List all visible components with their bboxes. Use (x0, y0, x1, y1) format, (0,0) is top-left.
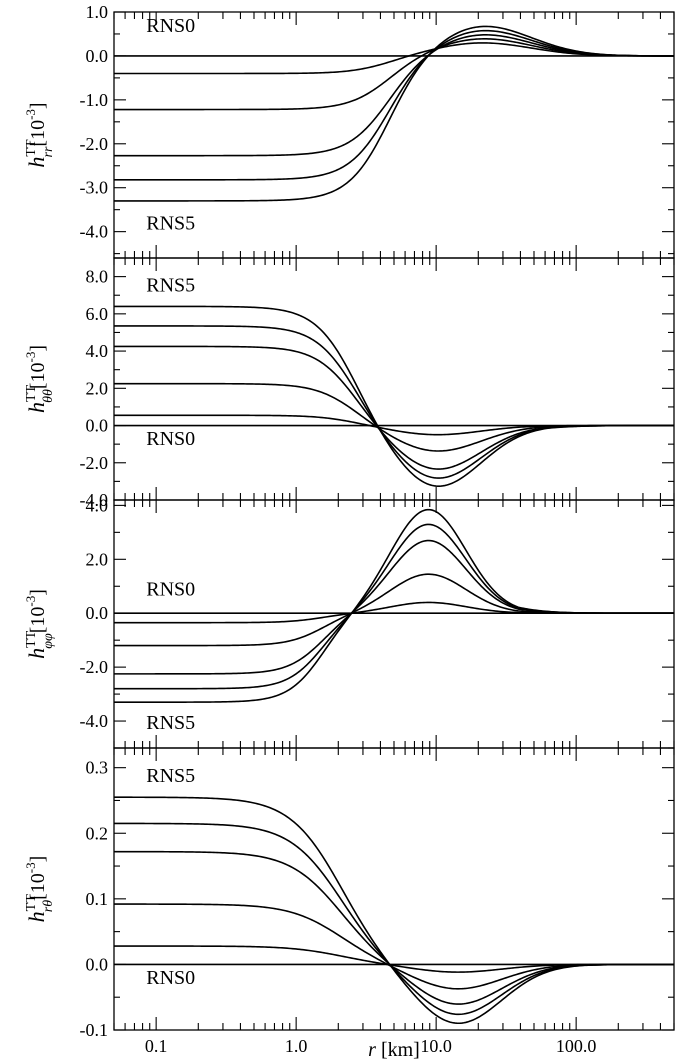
y-tick-label: 0.0 (86, 603, 109, 623)
y-tick-label: -3.0 (80, 178, 109, 198)
y-tick-label: -4.0 (80, 222, 109, 242)
y-tick-label: -2.0 (80, 134, 109, 154)
y-tick-label: -4.0 (80, 711, 109, 731)
y-tick-label: 0.0 (86, 416, 109, 436)
y-tick-label: 0.0 (86, 46, 109, 66)
panel-hrr: -4.0 -3.0 -2.0 -1.0 0.0 1.0 RNS0 RNS5 hTT rr[10-3… (23, 2, 675, 259)
curve-hpp-series-3 (114, 539, 674, 675)
y-axis-label: hTT θθ[10-3] (23, 345, 56, 413)
annotation-label: RNS0 (146, 579, 195, 601)
y-axis-label: hTT φφ[10-3] (23, 589, 56, 659)
y-tick-label: -2.0 (80, 453, 109, 473)
y-tick-label: 8.0 (86, 267, 109, 287)
y-tick-label: 2.0 (86, 549, 109, 569)
curve-hrt-series-5 (114, 796, 674, 1025)
panel-frame (113, 257, 675, 501)
annotation-label: RNS5 (146, 275, 195, 297)
annotation-label: RNS0 (146, 15, 195, 37)
x-tick-label: 100.0 (556, 1036, 597, 1056)
y-tick-label: -0.1 (80, 1020, 109, 1040)
annotation-label: RNS0 (146, 428, 195, 450)
annotation-label: RNS5 (146, 765, 195, 787)
y-tick-label: -1.0 (80, 90, 109, 110)
y-tick-label: 4.0 (86, 495, 109, 515)
x-tick-label: 1.0 (285, 1036, 308, 1056)
panel-hpp: -4.0 -2.0 0.0 2.0 4.0 RNS0 RNS5 hTT φφ[10-3] (23, 495, 675, 749)
annotation-label: RNS0 (146, 967, 195, 989)
curve-htt-series-2 (114, 382, 674, 452)
curve-hrr-series-5 (114, 25, 674, 202)
curve-hpp-series-2 (114, 573, 674, 647)
y-tick-label: 1.0 (86, 2, 109, 22)
curve-hrr-series-1 (114, 42, 674, 75)
y-axis-label: hTT rr[10-3] (23, 102, 56, 167)
x-axis-label: r [km] (368, 1039, 420, 1061)
panel-hrt: -0.1 0.0 0.1 0.2 0.3 RNS5 RNS0 hTT rθ[10-3] 0.1 1.… (23, 747, 675, 1061)
panel-frame (113, 499, 675, 749)
annotation-label: RNS5 (146, 712, 195, 734)
curve-htt-series-4 (114, 325, 674, 479)
y-tick-label: 6.0 (86, 304, 109, 324)
y-tick-label: -2.0 (80, 657, 109, 677)
x-tick-label: 0.1 (145, 1036, 168, 1056)
annotation-label: RNS5 (146, 212, 195, 234)
y-tick-label: 0.2 (86, 823, 109, 843)
panel-htt: -4.0 -2.0 0.0 2.0 4.0 6.0 8.0 RNS5 RNS0 hTT θθ[10-… (23, 257, 675, 510)
y-tick-label: 0.1 (86, 889, 109, 909)
y-tick-label: -4.0 (80, 490, 109, 510)
curve-hpp-series-5 (114, 508, 674, 703)
curve-htt-series-3 (114, 345, 674, 470)
y-tick-label: 2.0 (86, 378, 109, 398)
curve-hrt-series-3 (113, 850, 674, 1005)
x-tick-label: 10.0 (420, 1036, 452, 1056)
panel-frame (113, 11, 675, 259)
y-tick-label: 0.3 (86, 758, 109, 778)
y-tick-label: 0.0 (86, 954, 109, 974)
panel-frame (113, 747, 675, 1031)
curve-htt-series-5 (114, 305, 674, 487)
y-axis-label: hTT rθ[10-3] (23, 856, 56, 923)
y-tick-label: 4.0 (86, 341, 109, 361)
